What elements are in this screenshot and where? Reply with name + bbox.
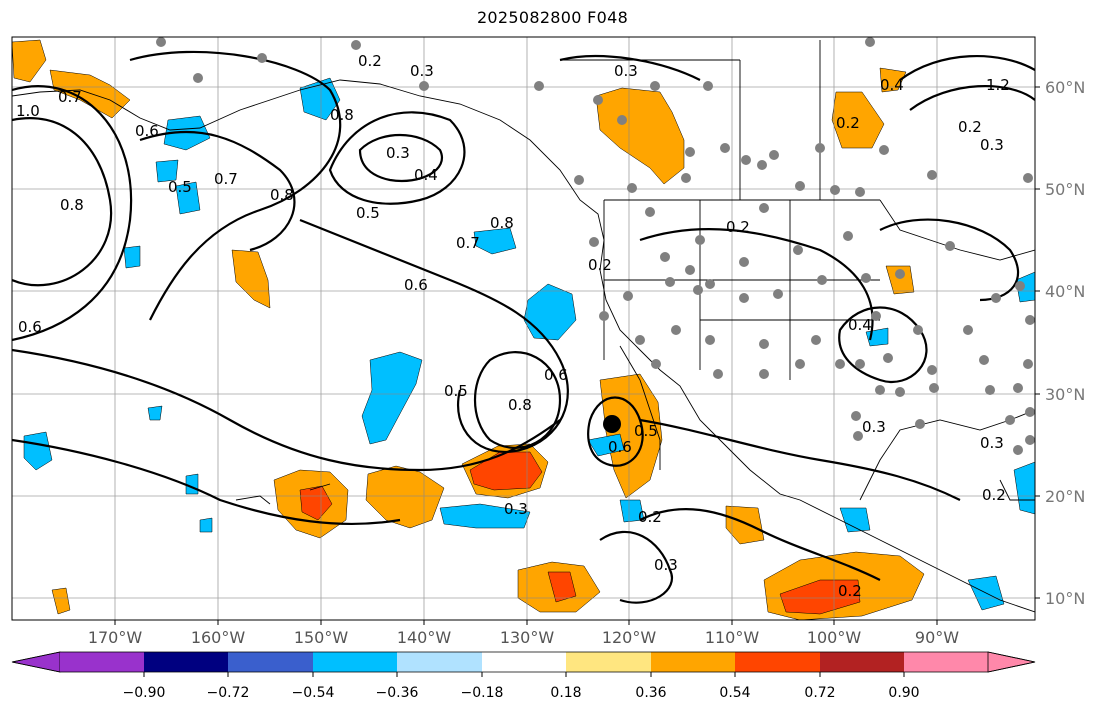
colorbar-segment — [144, 652, 228, 672]
contour-label: 0.6 — [135, 122, 159, 140]
colorbar-segment — [735, 652, 820, 672]
contour-label: 0.3 — [862, 418, 886, 436]
colorbar-tick-label: 0.18 — [550, 685, 581, 701]
contour-label: 0.3 — [504, 500, 528, 518]
contour-label: 0.5 — [634, 422, 658, 440]
latitude-labels: 60°N 50°N 40°N 30°N 20°N 10°N — [1045, 78, 1085, 608]
lon-label: 90°W — [915, 628, 959, 647]
contour-lines — [12, 50, 1035, 604]
contour-label: 0.8 — [490, 214, 514, 232]
contour-label: 0.5 — [356, 204, 380, 222]
longitude-labels: 170°W 160°W 150°W 140°W 130°W 120°W 110°… — [88, 628, 959, 647]
contour-label: 0.5 — [168, 178, 192, 196]
lat-label: 60°N — [1045, 78, 1085, 97]
colorbar-tick-label: 0.90 — [888, 685, 919, 701]
colorbar-segment — [313, 652, 397, 672]
contour-label: 0.6 — [544, 366, 568, 384]
lon-label: 130°W — [500, 628, 555, 647]
contour-label: 0.3 — [654, 556, 678, 574]
strong-positive-anomaly-regions — [299, 451, 861, 615]
lat-label: 10°N — [1045, 589, 1085, 608]
contour-label: 0.4 — [880, 76, 904, 94]
colorbar: −0.90 −0.72 −0.54 −0.36 −0.18 0.18 0.36 … — [11, 651, 1036, 701]
colorbar-segment — [11, 651, 61, 673]
lon-label: 120°W — [602, 628, 657, 647]
contour-label: 0.2 — [726, 218, 750, 236]
lon-label: 160°W — [191, 628, 246, 647]
contour-label: 0.8 — [508, 396, 532, 414]
colorbar-segment — [228, 652, 313, 672]
colorbar-tick-label: −0.72 — [207, 685, 250, 701]
contour-label: 0.8 — [60, 196, 84, 214]
colorbar-segment — [904, 652, 988, 672]
positive-anomaly-regions — [12, 39, 925, 620]
contour-label: 0.2 — [358, 52, 382, 70]
colorbar-tick-label: −0.54 — [292, 685, 335, 701]
contour-label: 0.4 — [414, 166, 438, 184]
storm-center-marker[interactable] — [603, 415, 621, 433]
lon-label: 150°W — [294, 628, 349, 647]
lat-label: 20°N — [1045, 487, 1085, 506]
axis-ticks — [114, 86, 1040, 625]
contour-label: 0.8 — [270, 186, 294, 204]
contour-label: 0.2 — [836, 114, 860, 132]
contour-label: 0.6 — [404, 276, 428, 294]
lon-label: 170°W — [88, 628, 143, 647]
colorbar-segment — [566, 652, 651, 672]
colorbar-tick-label: −0.18 — [461, 685, 504, 701]
contour-label: 0.3 — [410, 62, 434, 80]
contour-label: 0.5 — [444, 382, 468, 400]
contour-label: 0.8 — [330, 106, 354, 124]
contour-label: 0.7 — [456, 234, 480, 252]
colorbar-segment — [820, 652, 904, 672]
lat-label: 30°N — [1045, 385, 1085, 404]
contour-label: 0.2 — [982, 486, 1006, 504]
coastlines — [12, 40, 1035, 613]
contour-label: 0.3 — [980, 136, 1004, 154]
colorbar-tick-label: 0.36 — [635, 685, 666, 701]
contour-label: 0.7 — [58, 88, 82, 106]
map-frame — [11, 36, 1036, 621]
colorbar-segment — [651, 652, 735, 672]
lat-label: 50°N — [1045, 180, 1085, 199]
colorbar-tick-label: 0.54 — [719, 685, 750, 701]
lon-label: 100°W — [807, 628, 862, 647]
contour-labels: 0.2 0.3 0.3 1.0 0.7 0.8 0.6 0.5 0.7 0.8 … — [16, 52, 1010, 600]
contour-label: 0.2 — [958, 118, 982, 136]
negative-anomaly-regions — [23, 77, 1035, 611]
lon-label: 140°W — [397, 628, 452, 647]
colorbar-segment — [60, 652, 144, 672]
map-title: 2025082800 F048 — [476, 8, 629, 27]
colorbar-segment — [397, 652, 482, 672]
contour-label: 0.7 — [214, 170, 238, 188]
lon-label: 110°W — [705, 628, 760, 647]
colorbar-segment — [987, 651, 1036, 673]
contour-label: 0.6 — [18, 318, 42, 336]
colorbar-tick-label: −0.90 — [123, 685, 166, 701]
colorbar-tick-label: 0.72 — [804, 685, 835, 701]
station-markers — [156, 37, 1035, 455]
contour-label: 0.2 — [838, 582, 862, 600]
contour-label: 0.3 — [614, 62, 638, 80]
contour-label: 0.2 — [588, 256, 612, 274]
contour-label: 1.2 — [986, 76, 1010, 94]
lat-label: 40°N — [1045, 282, 1085, 301]
contour-label: 1.0 — [16, 102, 40, 120]
contour-label: 0.3 — [386, 144, 410, 162]
contour-label: 0.4 — [848, 316, 872, 334]
colorbar-segment — [482, 652, 566, 672]
contour-label: 0.6 — [608, 438, 632, 456]
contour-label: 0.2 — [638, 508, 662, 526]
colorbar-tick-label: −0.36 — [376, 685, 419, 701]
contour-label: 0.3 — [980, 434, 1004, 452]
